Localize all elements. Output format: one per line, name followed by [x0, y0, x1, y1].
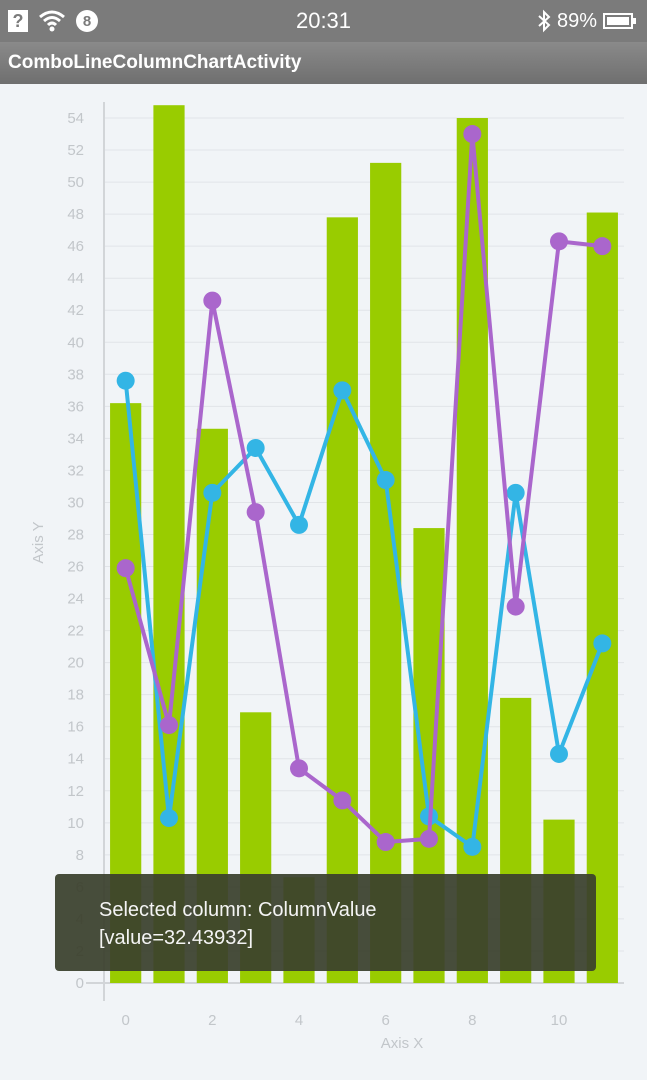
y-tick-label: 32: [67, 462, 84, 479]
line-point[interactable]: [246, 438, 265, 457]
x-tick-label: 8: [468, 1012, 476, 1029]
y-tick-label: 18: [67, 687, 84, 704]
line-point[interactable]: [203, 483, 222, 502]
y-tick-label: 40: [67, 334, 84, 351]
y-tick-label: 24: [67, 591, 84, 608]
app-title: ComboLineColumnChartActivity: [8, 52, 302, 73]
y-tick-label: 42: [67, 302, 84, 319]
line-point[interactable]: [160, 809, 178, 828]
y-tick-label: 0: [76, 975, 84, 992]
y-tick-label: 36: [67, 398, 84, 415]
y-tick-label: 16: [67, 719, 84, 736]
x-axis-title: Axis X: [381, 1035, 424, 1052]
bluetooth-icon: [538, 9, 551, 33]
y-tick-label: 28: [67, 526, 84, 543]
line-series-2: [123, 132, 603, 845]
column-bar[interactable]: [326, 217, 358, 983]
status-time: 20:31: [295, 8, 352, 33]
selection-toast: Selected column: ColumnValue [value=32.4…: [55, 874, 596, 971]
line-point[interactable]: [333, 381, 352, 400]
line-point[interactable]: [550, 744, 568, 763]
y-tick-label: 48: [67, 206, 84, 223]
line-point[interactable]: [290, 515, 308, 534]
line-point[interactable]: [376, 471, 395, 490]
y-tick-label: 10: [67, 815, 84, 832]
y-tick-label: 8: [76, 847, 84, 864]
y-axis-title: Axis Y: [30, 521, 47, 563]
question-box-icon: ?: [8, 10, 28, 32]
line-point[interactable]: [333, 791, 352, 810]
app-bar: ComboLineColumnChartActivity: [0, 42, 647, 84]
line-point[interactable]: [116, 559, 135, 578]
x-tick-label: 2: [208, 1012, 216, 1029]
line-point[interactable]: [376, 833, 395, 852]
y-tick-label: 12: [67, 783, 84, 800]
line-point[interactable]: [203, 291, 222, 310]
line-point[interactable]: [463, 837, 482, 856]
x-tick-label: 10: [551, 1012, 568, 1029]
y-tick-label: 54: [67, 110, 84, 127]
y-tick-label: 52: [67, 142, 84, 159]
line-point[interactable]: [116, 371, 135, 390]
battery-percent: 89%: [556, 9, 597, 32]
line-point[interactable]: [593, 237, 612, 256]
y-tick-label: 38: [67, 366, 84, 383]
line-point[interactable]: [290, 759, 308, 778]
battery-icon: [603, 13, 636, 29]
line-point[interactable]: [160, 716, 178, 735]
line-point[interactable]: [463, 125, 482, 144]
column-bar[interactable]: [153, 105, 185, 984]
column-bar[interactable]: [586, 212, 618, 983]
y-tick-label: 46: [67, 238, 84, 255]
notification-badge-icon: 8: [76, 10, 98, 32]
y-tick-label: 14: [67, 751, 84, 768]
line-point[interactable]: [506, 483, 525, 502]
status-bar: 20:31 ? 8 89%: [0, 0, 647, 42]
line-point[interactable]: [593, 634, 612, 653]
y-tick-label: 34: [67, 430, 84, 447]
y-tick-label: 26: [67, 559, 84, 576]
x-tick-label: 0: [121, 1012, 129, 1029]
x-tick-label: 4: [295, 1012, 303, 1029]
y-tick-label: 30: [67, 494, 84, 511]
wifi-icon: [39, 10, 65, 32]
y-tick-label: 22: [67, 623, 84, 640]
line-point[interactable]: [550, 232, 568, 251]
y-tick-label: 50: [67, 174, 84, 191]
line-point[interactable]: [506, 597, 525, 616]
line-point[interactable]: [246, 503, 265, 522]
y-tick-label: 44: [67, 270, 84, 287]
x-tick-label: 6: [381, 1012, 389, 1029]
y-tick-label: 20: [67, 655, 84, 672]
toast-line-2: [value=32.43932]: [99, 927, 254, 949]
line-point[interactable]: [420, 829, 438, 848]
toast-line-1: Selected column: ColumnValue: [99, 899, 377, 921]
